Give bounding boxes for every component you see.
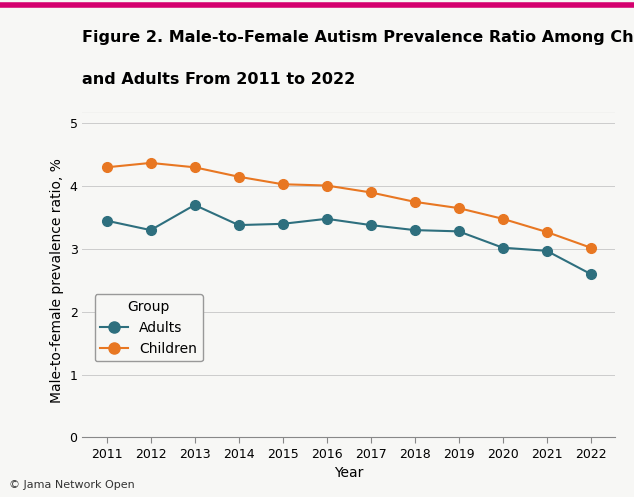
Legend: Adults, Children: Adults, Children	[94, 294, 203, 361]
Text: © Jama Network Open: © Jama Network Open	[9, 480, 134, 490]
Text: Figure 2. Male-to-Female Autism Prevalence Ratio Among Children: Figure 2. Male-to-Female Autism Prevalen…	[82, 30, 634, 45]
Y-axis label: Male-to-female prevalence ratio, %: Male-to-female prevalence ratio, %	[50, 158, 64, 403]
Text: and Adults From 2011 to 2022: and Adults From 2011 to 2022	[82, 72, 356, 87]
X-axis label: Year: Year	[334, 466, 363, 480]
